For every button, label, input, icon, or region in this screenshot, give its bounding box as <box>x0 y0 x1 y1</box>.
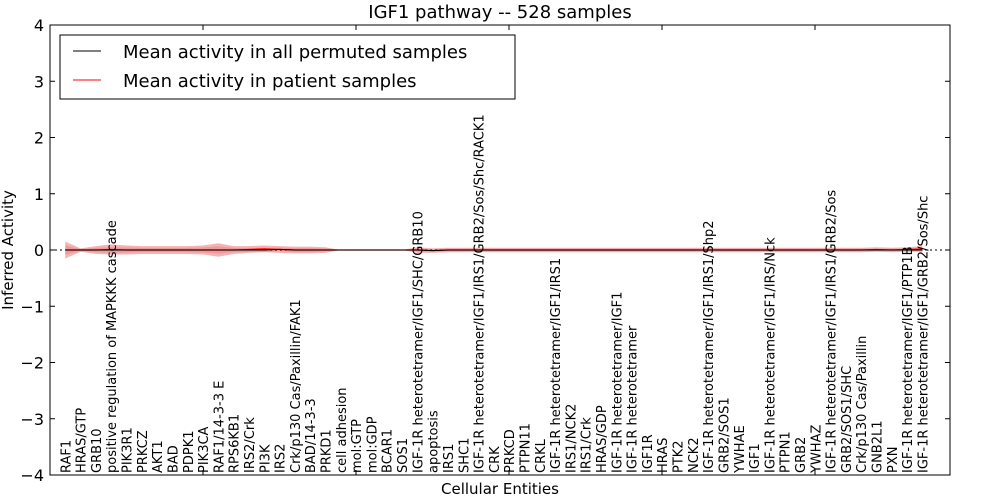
series-lines <box>50 248 950 252</box>
x-tick-label: RAF1 <box>59 440 74 473</box>
y-tick-label: −2 <box>20 354 44 373</box>
x-tick-labels: RAF1 HRAS/GTP GRB10 positive regulation of … <box>59 114 931 474</box>
x-tick-label: IGF-1R heterotetramer/IGF1/IRS1 <box>549 258 564 473</box>
x-tick-label: BAD <box>166 445 181 473</box>
x-tick-label: HRAS <box>656 438 671 473</box>
y-axis-label: Inferred Activity <box>0 190 17 310</box>
x-tick-label: BAD/14-3-3 <box>304 398 319 473</box>
x-tick-label: IGF-1R heterotetramer/IGF1/IRS1/GRB2/Sos <box>825 190 840 473</box>
x-tick-label: CRK <box>488 446 503 473</box>
x-tick-label: YWHAZ <box>809 425 824 474</box>
x-tick-label: HRAS/GDP <box>595 405 610 473</box>
x-tick-label: IGF-1R heterotetramer/IGF1/PTP1B <box>901 246 916 473</box>
x-tick-label: RPS6KB1 <box>228 414 243 473</box>
x-tick-label: Crk/p130 Cas/Paxillin/FAK1 <box>289 299 304 473</box>
x-tick-label: IGF-1R heterotetramer/IGF1/SHC/GRB10 <box>411 211 426 473</box>
x-tick-label: CRKL <box>534 438 549 473</box>
x-tick-label: PXN <box>886 447 901 473</box>
x-tick-label: PTPN1 <box>779 431 794 473</box>
y-tick-label: 4 <box>34 16 44 35</box>
x-tick-label: IGF-1R heterotetramer/IGF1/IRS/Nck <box>763 237 778 473</box>
y-tick-label: 0 <box>34 241 44 260</box>
x-tick-label: IGF-1R heterotetramer/IGF1/IRS1/Shp2 <box>702 220 717 473</box>
x-tick-label: PTPN11 <box>518 423 533 473</box>
x-tick-label: IGF-1R heterotetramer <box>626 325 641 473</box>
x-tick-label: PRKD1 <box>320 429 335 473</box>
x-tick-label: RAF1/14-3-3 E <box>212 381 227 473</box>
x-tick-label: PI3K <box>258 444 273 473</box>
x-tick-label: PIK3CA <box>197 426 212 473</box>
x-tick-label: IRS1 <box>442 444 457 473</box>
y-tick-label: −3 <box>20 410 44 429</box>
legend: Mean activity in all permuted samples Me… <box>59 34 516 100</box>
x-tick-label: GRB2 <box>794 437 809 473</box>
x-tick-label: positive regulation of MAPKKK cascade <box>105 220 120 473</box>
y-tick-label: −1 <box>20 297 44 316</box>
x-tick-label: apoptosis <box>427 410 442 473</box>
x-tick-label: PRKCD <box>503 429 518 473</box>
y-tick-label: 1 <box>34 185 44 204</box>
x-tick-label: Crk/p130 Cas/Paxillin <box>855 336 870 473</box>
x-tick-label: PRKCZ <box>136 430 151 473</box>
x-tick-label: mol:GDP <box>365 416 380 473</box>
x-tick-label: GRB10 <box>90 428 105 473</box>
x-tick-label: mol:GTP <box>350 419 365 473</box>
x-tick-label: GNB2L1 <box>871 420 886 473</box>
y-tick-label: 2 <box>34 129 44 148</box>
x-tick-label: IGF-1R heterotetramer/IGF1/IRS1/GRB2/Sos… <box>473 114 488 473</box>
x-tick-label: IRS2 <box>274 444 289 473</box>
y-tick-label: 3 <box>34 72 44 91</box>
x-axis-label: Cellular Entities <box>441 480 559 498</box>
axis-ticks: −4 −3 −2 −1 0 1 2 3 4 <box>20 16 950 485</box>
legend-label-permuted: Mean activity in all permuted samples <box>123 42 467 63</box>
x-tick-label: IRS1/Crk <box>580 417 595 473</box>
permuted-mean-line <box>65 248 923 252</box>
x-tick-label: SOS1 <box>396 438 411 473</box>
x-tick-label: IGF1 <box>748 443 763 473</box>
x-tick-label: BCAR1 <box>381 429 396 473</box>
y-tick-label: −4 <box>20 466 44 485</box>
x-tick-label: GRB2/SOS1 <box>717 397 732 473</box>
x-tick-label: NCK2 <box>687 437 702 473</box>
x-tick-label: IGF-1R heterotetramer/IGF1/GRB2/Sos/Shc <box>916 196 931 473</box>
x-tick-label: IGF-1R heterotetramer/IGF1 <box>610 292 625 473</box>
x-tick-label: PDPK1 <box>182 431 197 474</box>
x-tick-label: YWHAE <box>733 425 748 474</box>
x-tick-label: IGF1R <box>641 434 656 473</box>
x-tick-label: AKT1 <box>151 440 166 473</box>
x-tick-label: PTK2 <box>672 440 687 473</box>
x-tick-label: IRS1/NCK2 <box>564 404 579 473</box>
x-tick-label: HRAS/GTP <box>75 408 90 473</box>
x-tick-label: IRS2/Crk <box>243 417 258 473</box>
legend-box <box>59 34 516 100</box>
plot-frame <box>49 24 951 476</box>
x-tick-label: SHC1 <box>457 438 472 473</box>
legend-label-patient: Mean activity in patient samples <box>123 71 417 92</box>
x-tick-label: GRB2/SOS1/SHC <box>840 366 855 473</box>
x-tick-label: PIK3R1 <box>121 427 136 473</box>
chart-title: IGF1 pathway -- 528 samples <box>368 2 631 23</box>
x-tick-label: cell adhesion <box>335 387 350 473</box>
